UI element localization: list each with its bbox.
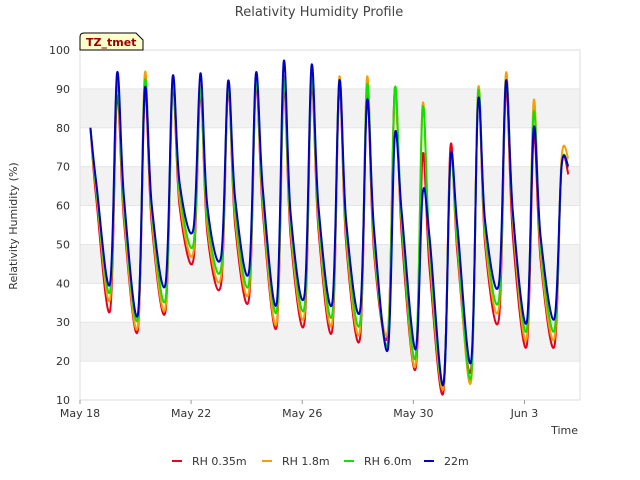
grid-band bbox=[80, 88, 580, 128]
chart-title: Relativity Humidity Profile bbox=[235, 5, 403, 20]
x-axis-ticks: May 18 May 22 May 26 May 30 Jun 3 bbox=[60, 400, 538, 420]
legend-label: RH 0.35m bbox=[192, 455, 247, 468]
legend-label: RH 6.0m bbox=[364, 455, 412, 468]
y-tick-label: 10 bbox=[56, 394, 70, 407]
y-axis-label: Relativity Humidity (%) bbox=[7, 162, 20, 289]
y-tick-label: 90 bbox=[56, 83, 70, 96]
y-tick-label: 80 bbox=[56, 122, 70, 135]
grid-band bbox=[80, 166, 580, 206]
x-tick-label: May 18 bbox=[60, 407, 100, 420]
y-tick-label: 60 bbox=[56, 200, 70, 213]
legend-label: 22m bbox=[444, 455, 469, 468]
y-tick-label: 50 bbox=[56, 238, 70, 251]
series-line-22m bbox=[89, 59, 570, 387]
plot-frame bbox=[79, 49, 581, 401]
x-tick-label: May 30 bbox=[393, 407, 433, 420]
y-tick-label: 70 bbox=[56, 161, 70, 174]
site-tag: TZ_tmet bbox=[79, 32, 144, 51]
grid-band bbox=[80, 322, 580, 362]
y-tick-label: 40 bbox=[56, 277, 70, 290]
y-axis-ticks: 10 20 30 40 50 60 70 80 90 100 bbox=[49, 44, 70, 407]
legend: RH 0.35m RH 1.8m RH 6.0m 22m bbox=[172, 455, 469, 468]
x-tick-label: May 22 bbox=[171, 407, 211, 420]
site-tag-label: TZ_tmet bbox=[86, 36, 136, 49]
y-tick-label: 30 bbox=[56, 316, 70, 329]
series-lines bbox=[89, 59, 570, 396]
grid-band bbox=[80, 244, 580, 284]
y-tick-label: 100 bbox=[49, 44, 70, 57]
y-tick-label: 20 bbox=[56, 355, 70, 368]
site-tag-box bbox=[79, 32, 144, 51]
legend-label: RH 1.8m bbox=[282, 455, 330, 468]
x-tick-label: May 26 bbox=[282, 407, 322, 420]
x-tick-label: Jun 3 bbox=[510, 407, 539, 420]
x-axis-label: Time bbox=[550, 424, 578, 437]
